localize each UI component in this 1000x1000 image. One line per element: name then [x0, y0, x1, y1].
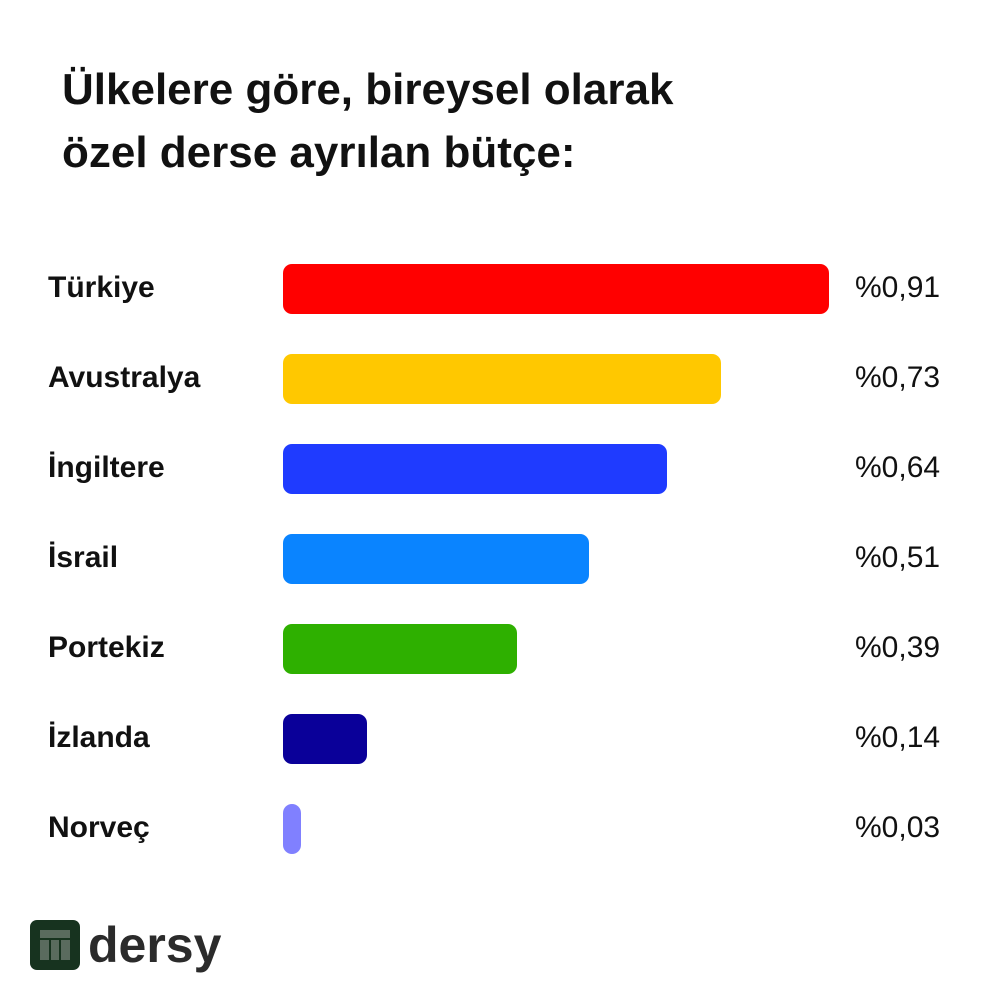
- value-label: %0,51: [855, 541, 940, 574]
- category-label: İzlanda: [48, 721, 150, 754]
- category-label: İsrail: [48, 541, 118, 574]
- bar: [283, 804, 301, 854]
- category-label: Türkiye: [48, 271, 155, 304]
- category-label: Avustralya: [48, 361, 201, 394]
- bar: [283, 354, 721, 404]
- value-label: %0,91: [855, 271, 940, 304]
- bar: [283, 624, 517, 674]
- category-label: İngiltere: [48, 451, 165, 484]
- category-label: Norveç: [48, 811, 150, 844]
- category-label: Portekiz: [48, 631, 165, 664]
- bar: [283, 714, 367, 764]
- bar: [283, 264, 829, 314]
- value-label: %0,64: [855, 451, 940, 484]
- value-label: %0,73: [855, 361, 940, 394]
- value-label: %0,14: [855, 721, 940, 754]
- logo-icon: [30, 920, 80, 970]
- bar: [283, 444, 667, 494]
- value-label: %0,03: [855, 811, 940, 844]
- logo-text: dersy: [88, 917, 222, 973]
- bar: [283, 534, 589, 584]
- value-label: %0,39: [855, 631, 940, 664]
- chart-title: Ülkelere göre, bireysel olarak özel ders…: [62, 65, 674, 177]
